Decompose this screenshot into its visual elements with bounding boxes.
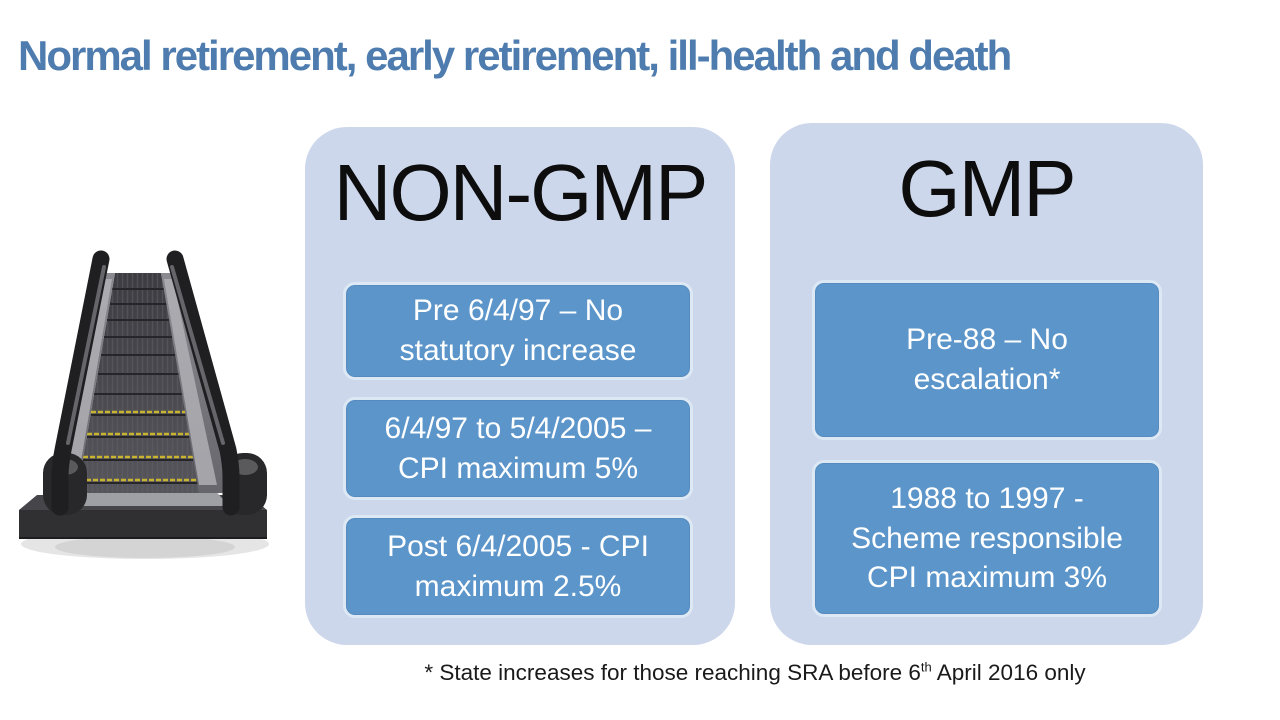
panel-gmp-heading: GMP [898,144,1076,233]
footnote-superscript: th [920,659,932,675]
footnote-text: * State increases for those reaching SRA… [424,660,921,685]
footnote: * State increases for those reaching SRA… [300,660,1210,686]
non-gmp-box-post-2005: Post 6/4/2005 - CPI maximum 2.5% [343,515,693,618]
panel-gmp: GMP Pre-88 – No escalation* 1988 to 1997… [770,123,1203,645]
page-title: Normal retirement, early retirement, ill… [18,32,1012,79]
non-gmp-box-97-2005: 6/4/97 to 5/4/2005 – CPI maximum 5% [343,397,693,500]
panel-non-gmp: NON-GMP Pre 6/4/97 – No statutory increa… [305,127,735,645]
gmp-box-88-97: 1988 to 1997 - Scheme responsible CPI ma… [812,460,1162,617]
gmp-box-pre-88: Pre-88 – No escalation* [812,280,1162,440]
panel-non-gmp-heading: NON-GMP [333,148,709,237]
non-gmp-box-pre-97: Pre 6/4/97 – No statutory increase [343,282,693,380]
escalator-image [19,250,269,559]
footnote-suffix: April 2016 only [931,660,1086,685]
